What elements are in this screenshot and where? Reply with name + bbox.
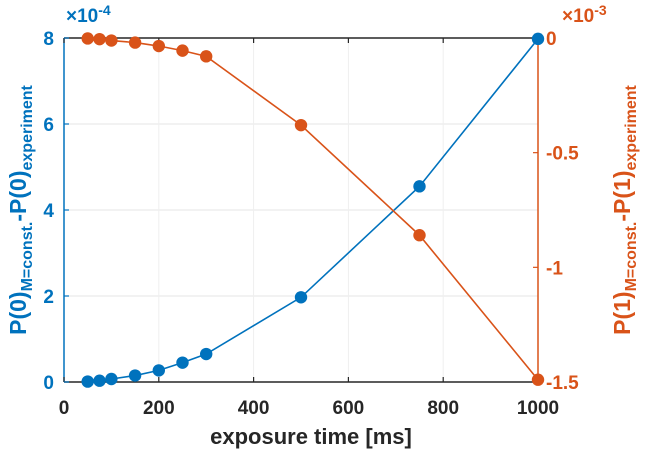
series-left-point	[413, 180, 426, 193]
x-axis-label: exposure time [ms]	[210, 424, 412, 449]
left-tick-label: 2	[43, 287, 54, 308]
x-tick-label: 400	[238, 398, 270, 419]
x-tick-label: 0	[59, 398, 70, 419]
right-axis-exponent: ×10-3	[562, 2, 607, 27]
series-right-line	[87, 37, 539, 381]
left-tick-label: 8	[43, 29, 54, 50]
series-right-point	[176, 44, 189, 57]
x-tick-label: 800	[427, 398, 459, 419]
series-right-point	[294, 118, 308, 132]
series-right-point	[128, 36, 142, 49]
series-layer	[81, 32, 545, 388]
labels-layer: 0 200 400 600 800 1000 0 2 4 6 8 0 -0.5 -1 -1.5 ×10-4 ×1…	[5, 2, 640, 449]
x-tick-label: 600	[333, 398, 365, 419]
x-tick-label: 200	[143, 398, 175, 419]
left-tick-label: 4	[43, 201, 54, 222]
right-tick-label: -0.5	[546, 144, 579, 165]
series-right-point	[93, 32, 106, 46]
right-y-axis-label: P(1)M=const.-P(1)experiment	[609, 84, 640, 334]
left-axis-exponent: ×10-4	[66, 2, 111, 27]
right-tick-label: -1	[546, 258, 563, 279]
series-left-point	[128, 369, 142, 382]
series-right-point	[81, 32, 94, 45]
right-tick-label: 0	[546, 29, 557, 50]
x-tick-label: 1000	[517, 398, 559, 419]
axes-layer	[63, 37, 539, 383]
series-left-point	[81, 375, 94, 388]
left-tick-label: 6	[43, 115, 54, 136]
series-left-point	[105, 372, 118, 386]
series-left-point	[93, 374, 106, 387]
series-left-point	[294, 291, 308, 304]
series-right-point	[105, 34, 118, 47]
left-tick-label: 0	[43, 373, 54, 394]
grid-layer	[63, 37, 539, 383]
series-right-point	[200, 50, 213, 63]
series-left-point	[531, 32, 545, 46]
left-y-axis-label: P(0)M=const.-P(0)experiment	[5, 84, 36, 334]
right-tick-label: -1.5	[546, 373, 579, 394]
series-right-point	[152, 39, 165, 53]
series-right-point	[531, 373, 545, 386]
series-right-point	[413, 229, 426, 242]
series-left-point	[200, 347, 213, 361]
series-left-point	[152, 364, 165, 377]
series-left-point	[176, 356, 189, 369]
